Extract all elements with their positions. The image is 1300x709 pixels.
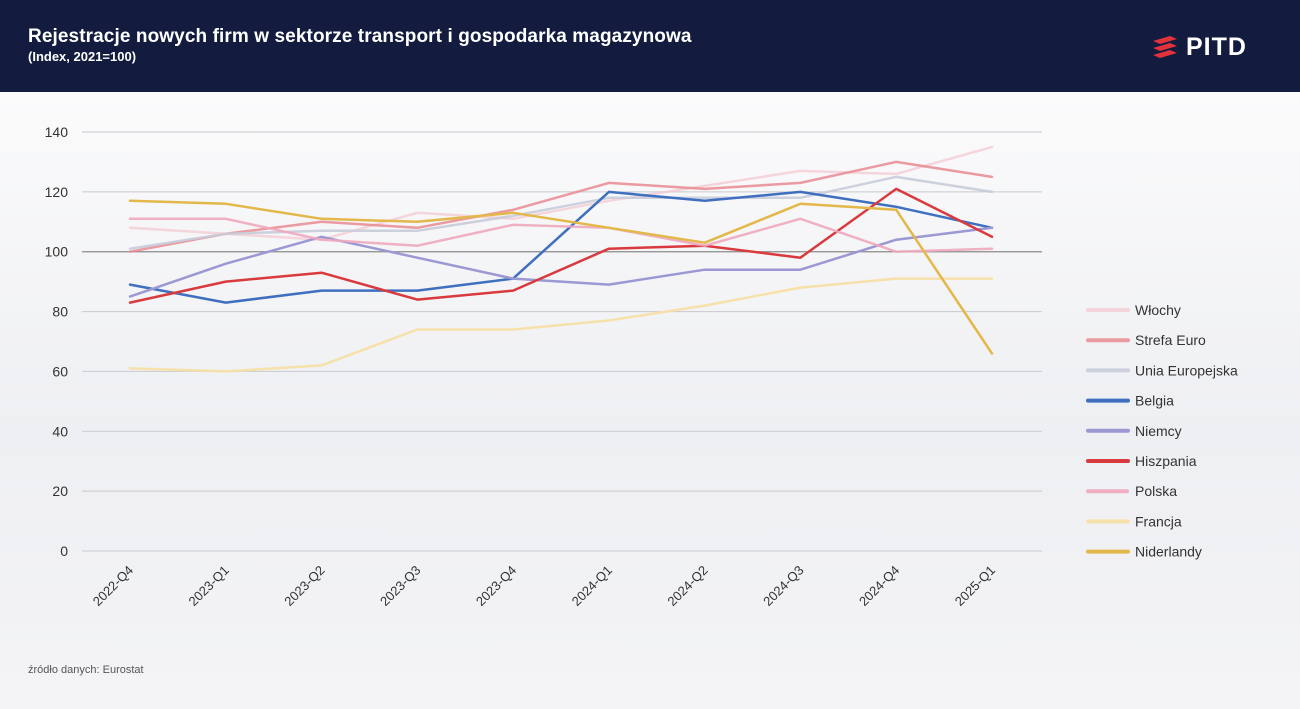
chart-title: Rejestracje nowych firm w sektorze trans… bbox=[28, 26, 692, 47]
x-tick-label-2024-Q1: 2024-Q1 bbox=[569, 563, 615, 609]
series-line-hiszpania bbox=[128, 187, 994, 304]
series-line-belgia bbox=[128, 190, 994, 304]
x-tick-label-2023-Q1: 2023-Q1 bbox=[186, 563, 232, 609]
y-tick-label-120: 120 bbox=[45, 184, 69, 200]
logo-text: PITD bbox=[1186, 32, 1247, 61]
legend-label-hiszpania: Hiszpania bbox=[1135, 453, 1197, 469]
y-tick-label-60: 60 bbox=[52, 363, 68, 379]
x-tick-label-2025-Q1: 2025-Q1 bbox=[952, 563, 998, 609]
x-tick-label-2024-Q2: 2024-Q2 bbox=[664, 563, 710, 609]
pitd-logo-icon bbox=[1153, 36, 1177, 58]
x-tick-label-2022-Q4: 2022-Q4 bbox=[90, 563, 136, 609]
x-tick-label-2024-Q4: 2024-Q4 bbox=[856, 563, 902, 609]
y-tick-label-20: 20 bbox=[52, 483, 68, 499]
series-line-niemcy bbox=[128, 226, 994, 298]
source-value: Eurostat bbox=[102, 664, 144, 676]
chart-header: Rejestracje nowych firm w sektorze trans… bbox=[0, 0, 1300, 92]
legend-label-belgia: Belgia bbox=[1135, 393, 1174, 409]
legend-label-unia-europejska: Unia Europejska bbox=[1135, 362, 1238, 378]
series-line-strefa-euro bbox=[128, 160, 994, 253]
x-tick-label-2023-Q3: 2023-Q3 bbox=[377, 563, 423, 609]
y-tick-label-80: 80 bbox=[52, 304, 68, 320]
source-label: źródło danych: bbox=[28, 664, 100, 676]
chart-subtitle: (Index, 2021=100) bbox=[28, 49, 137, 64]
series-line-niderlandy bbox=[128, 199, 994, 355]
y-tick-label-100: 100 bbox=[45, 244, 69, 260]
series-line-polska bbox=[128, 217, 994, 253]
series-line-unia-europejska bbox=[128, 175, 994, 250]
legend-label-polska: Polska bbox=[1135, 483, 1177, 499]
line-chart: 0 20 40 60 80 100 120 140 2022-Q4 2023-Q1 2023-Q2 2… bbox=[45, 124, 1238, 609]
y-tick-label-0: 0 bbox=[60, 543, 68, 559]
pitd-logo: PITD bbox=[1150, 30, 1247, 64]
legend-label-włochy: Włochy bbox=[1135, 302, 1181, 318]
legend-label-strefa-euro: Strefa Euro bbox=[1135, 332, 1206, 348]
x-tick-label-2023-Q2: 2023-Q2 bbox=[281, 563, 327, 609]
legend-label-francja: Francja bbox=[1135, 513, 1182, 529]
legend-label-niderlandy: Niderlandy bbox=[1135, 544, 1202, 560]
y-tick-label-40: 40 bbox=[52, 423, 68, 439]
series-line-francja bbox=[128, 277, 994, 373]
source-note: źródło danych: Eurostat bbox=[28, 664, 144, 676]
legend-label-niemcy: Niemcy bbox=[1135, 423, 1182, 439]
x-tick-label-2023-Q4: 2023-Q4 bbox=[473, 563, 519, 609]
y-tick-label-140: 140 bbox=[45, 124, 69, 140]
x-tick-label-2024-Q3: 2024-Q3 bbox=[760, 563, 806, 609]
